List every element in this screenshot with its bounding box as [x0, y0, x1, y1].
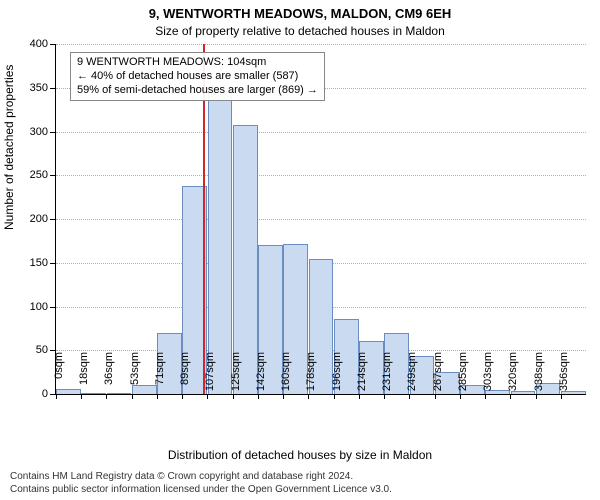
x-tick-label: 303sqm	[482, 352, 494, 402]
x-tick-label: 249sqm	[406, 352, 418, 402]
y-tick-label: 50	[36, 344, 48, 356]
y-tick-label: 200	[30, 213, 48, 225]
callout-box: 9 WENTWORTH MEADOWS: 104sqm ← 40% of det…	[70, 52, 325, 101]
histogram-bar	[208, 92, 233, 394]
y-tick-label: 400	[30, 38, 48, 50]
x-tick-label: 196sqm	[331, 352, 343, 402]
footer-line-1: Contains HM Land Registry data © Crown c…	[10, 471, 590, 484]
x-tick-label: 107sqm	[204, 352, 216, 402]
x-tick-label: 18sqm	[78, 352, 90, 402]
chart-subtitle: Size of property relative to detached ho…	[0, 24, 600, 38]
grid-line	[56, 219, 586, 220]
x-tick-label: 231sqm	[381, 352, 393, 402]
x-tick-label: 53sqm	[129, 352, 141, 402]
y-tick-label: 100	[30, 301, 48, 313]
callout-line-3: 59% of semi-detached houses are larger (…	[77, 84, 318, 98]
y-tick-label: 150	[30, 257, 48, 269]
x-tick-label: 214sqm	[356, 352, 368, 402]
x-tick-label: 0sqm	[53, 352, 65, 402]
page-root: 9, WENTWORTH MEADOWS, MALDON, CM9 6EH Si…	[0, 0, 600, 500]
footer-attribution: Contains HM Land Registry data © Crown c…	[10, 471, 590, 496]
x-tick-label: 160sqm	[280, 352, 292, 402]
x-tick-label: 71sqm	[154, 352, 166, 402]
y-tick-label: 250	[30, 169, 48, 181]
x-tick-label: 267sqm	[432, 352, 444, 402]
y-tick-label: 350	[30, 82, 48, 94]
x-tick-label: 125sqm	[230, 352, 242, 402]
footer-line-2: Contains public sector information licen…	[10, 484, 590, 497]
x-tick-label: 356sqm	[558, 352, 570, 402]
x-tick-label: 142sqm	[255, 352, 267, 402]
x-tick-label: 36sqm	[103, 352, 115, 402]
grid-line	[56, 44, 586, 45]
chart-title: 9, WENTWORTH MEADOWS, MALDON, CM9 6EH	[0, 6, 600, 21]
x-tick-label: 320sqm	[507, 352, 519, 402]
y-tick-label: 300	[30, 126, 48, 138]
callout-line-2: ← 40% of detached houses are smaller (58…	[77, 70, 318, 84]
grid-line	[56, 175, 586, 176]
x-tick-label: 178sqm	[305, 352, 317, 402]
x-axis-label: Distribution of detached houses by size …	[0, 448, 600, 462]
callout-line-1: 9 WENTWORTH MEADOWS: 104sqm	[77, 56, 318, 70]
x-tick-label: 338sqm	[533, 352, 545, 402]
x-tick-label: 285sqm	[457, 352, 469, 402]
x-tick-label: 89sqm	[179, 352, 191, 402]
y-tick-label: 0	[42, 388, 48, 400]
grid-line	[56, 132, 586, 133]
y-axis-label: Number of detached properties	[2, 65, 16, 230]
